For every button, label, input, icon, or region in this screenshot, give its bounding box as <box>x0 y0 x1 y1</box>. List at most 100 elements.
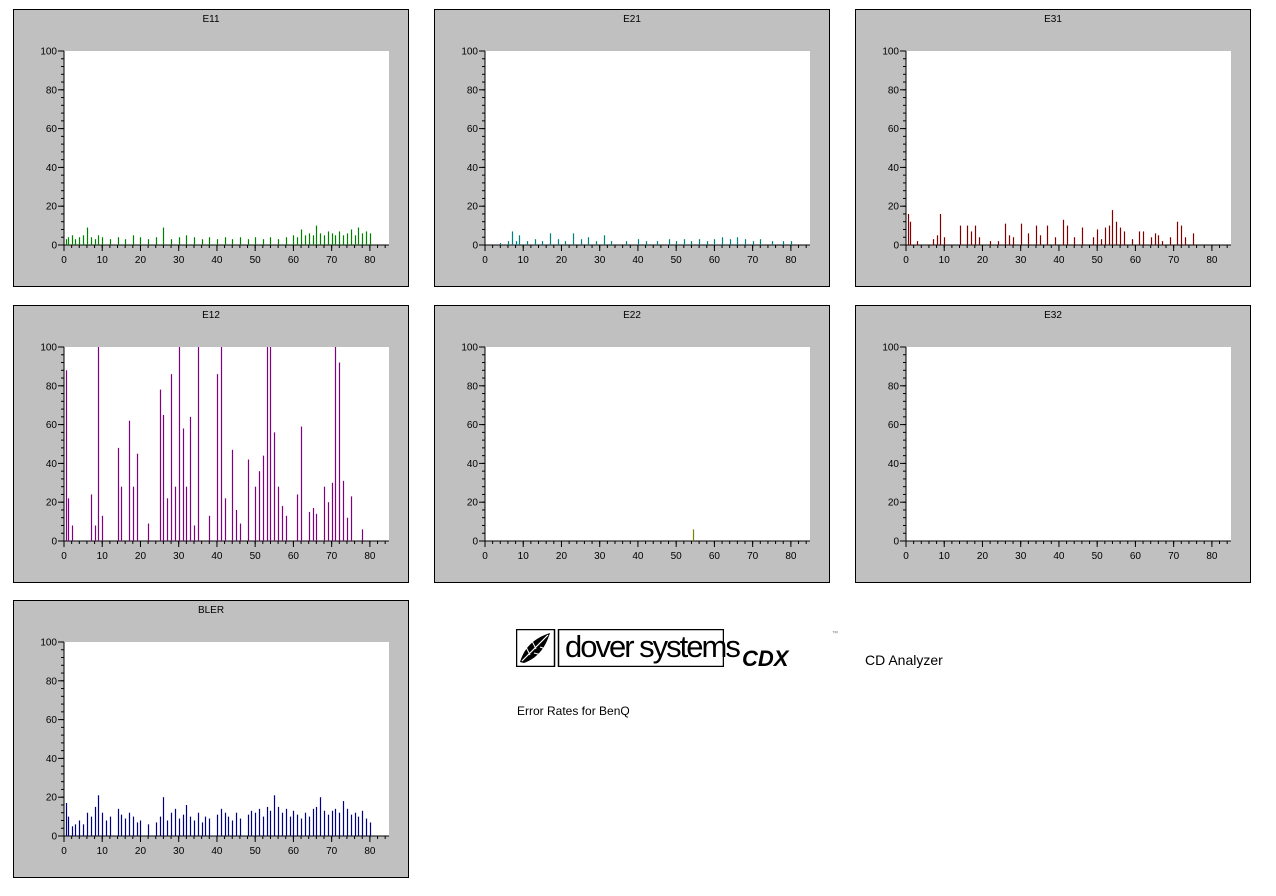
x-tick-label: 10 <box>97 846 109 857</box>
y-tick-label: 20 <box>46 202 58 213</box>
y-tick-label: 60 <box>46 420 58 431</box>
x-tick-label: 70 <box>1168 255 1180 266</box>
y-tick-label: 60 <box>46 715 58 726</box>
y-tick-label: 0 <box>51 537 57 548</box>
x-tick-label: 10 <box>518 551 530 562</box>
x-tick-label: 70 <box>747 255 759 266</box>
y-tick-label: 20 <box>888 202 900 213</box>
y-tick-label: 40 <box>888 459 900 470</box>
y-tick-label: 20 <box>888 498 900 509</box>
x-tick-label: 80 <box>364 551 376 562</box>
x-tick-label: 70 <box>747 551 759 562</box>
plot-area <box>906 51 1231 245</box>
x-tick-label: 20 <box>135 551 147 562</box>
product-name: CDX <box>742 646 789 671</box>
y-tick-label: 100 <box>461 343 478 354</box>
x-tick-label: 10 <box>97 255 109 266</box>
y-tick-label: 40 <box>46 163 58 174</box>
dover-systems-logo <box>516 629 724 667</box>
x-tick-label: 60 <box>1130 255 1142 266</box>
y-tick-label: 40 <box>46 459 58 470</box>
x-tick-label: 70 <box>326 255 338 266</box>
x-tick-label: 10 <box>939 255 951 266</box>
x-tick-label: 30 <box>1015 255 1027 266</box>
y-tick-label: 40 <box>888 163 900 174</box>
x-tick-label: 40 <box>632 551 644 562</box>
chart-plot: 0 20 40 60 80 100 0 10 20 30 40 50 60 70 80 <box>40 638 389 857</box>
y-tick-label: 100 <box>882 47 899 58</box>
chart-plot: 0 20 40 60 80 100 0 10 20 30 40 50 60 70 80 <box>40 47 389 266</box>
plot-area <box>485 347 810 541</box>
y-tick-label: 60 <box>888 124 900 135</box>
x-tick-label: 0 <box>903 551 909 562</box>
y-tick-label: 20 <box>467 498 479 509</box>
plot-area <box>64 642 389 836</box>
chart-panel-e11: E11 0 20 40 60 80 100 0 10 20 30 40 50 60 70 80 <box>13 9 409 287</box>
y-tick-label: 0 <box>51 241 57 252</box>
logo-text: dover systems <box>565 629 741 664</box>
x-tick-label: 40 <box>211 846 223 857</box>
x-tick-label: 50 <box>1092 551 1104 562</box>
chart-panel-bler: BLER 0 20 40 60 80 100 0 10 20 30 40 50 60 70 80 <box>13 600 409 878</box>
y-tick-label: 100 <box>461 47 478 58</box>
x-tick-label: 60 <box>709 551 721 562</box>
y-tick-label: 60 <box>888 420 900 431</box>
y-tick-label: 80 <box>467 85 479 96</box>
x-tick-label: 50 <box>1092 255 1104 266</box>
x-tick-label: 40 <box>211 255 223 266</box>
y-tick-label: 100 <box>882 343 899 354</box>
x-tick-label: 60 <box>1130 551 1142 562</box>
plot-area <box>485 51 810 245</box>
x-tick-label: 50 <box>250 551 262 562</box>
x-tick-label: 80 <box>1206 255 1218 266</box>
y-tick-label: 80 <box>888 85 900 96</box>
x-tick-label: 30 <box>173 551 185 562</box>
x-tick-label: 40 <box>632 255 644 266</box>
y-tick-label: 20 <box>46 498 58 509</box>
y-tick-label: 60 <box>46 124 58 135</box>
y-tick-label: 80 <box>46 676 58 687</box>
y-tick-label: 0 <box>51 832 57 843</box>
x-tick-label: 20 <box>135 846 147 857</box>
y-tick-label: 40 <box>467 459 479 470</box>
x-tick-label: 40 <box>1053 255 1065 266</box>
x-tick-label: 80 <box>785 255 797 266</box>
x-tick-label: 80 <box>364 846 376 857</box>
x-tick-label: 30 <box>594 551 606 562</box>
y-tick-label: 40 <box>467 163 479 174</box>
x-tick-label: 20 <box>556 255 568 266</box>
chart-title: E22 <box>623 310 641 321</box>
y-tick-label: 0 <box>893 537 899 548</box>
x-tick-label: 0 <box>482 551 488 562</box>
y-tick-label: 0 <box>893 241 899 252</box>
x-tick-label: 60 <box>288 846 300 857</box>
x-tick-label: 80 <box>785 551 797 562</box>
x-tick-label: 30 <box>173 255 185 266</box>
y-tick-label: 80 <box>467 381 479 392</box>
chart-panel-e12: E12 0 20 40 60 80 100 0 10 20 30 40 50 60 70 80 <box>13 305 409 583</box>
trademark-symbol: ™ <box>832 631 838 637</box>
chart-title: E31 <box>1044 14 1062 25</box>
x-tick-label: 30 <box>1015 551 1027 562</box>
product-description: CD Analyzer <box>865 652 943 668</box>
plot-area <box>906 347 1231 541</box>
x-tick-label: 80 <box>1206 551 1218 562</box>
chart-panel-e21: E21 0 20 40 60 80 100 0 10 20 30 40 50 60 70 80 <box>434 9 830 287</box>
x-tick-label: 50 <box>250 846 262 857</box>
y-tick-label: 60 <box>467 124 479 135</box>
x-tick-label: 0 <box>482 255 488 266</box>
y-tick-label: 80 <box>46 381 58 392</box>
chart-title: E11 <box>202 14 220 25</box>
plot-area <box>64 51 389 245</box>
x-tick-label: 80 <box>364 255 376 266</box>
x-tick-label: 60 <box>288 551 300 562</box>
x-tick-label: 20 <box>977 255 989 266</box>
y-tick-label: 40 <box>46 754 58 765</box>
x-tick-label: 40 <box>211 551 223 562</box>
x-tick-label: 60 <box>709 255 721 266</box>
chart-plot: 0 20 40 60 80 100 0 10 20 30 40 50 60 70 80 <box>40 343 389 562</box>
x-tick-label: 0 <box>61 551 67 562</box>
x-tick-label: 20 <box>135 255 147 266</box>
x-tick-label: 20 <box>977 551 989 562</box>
chart-plot: 0 20 40 60 80 100 0 10 20 30 40 50 60 70 80 <box>882 47 1231 266</box>
